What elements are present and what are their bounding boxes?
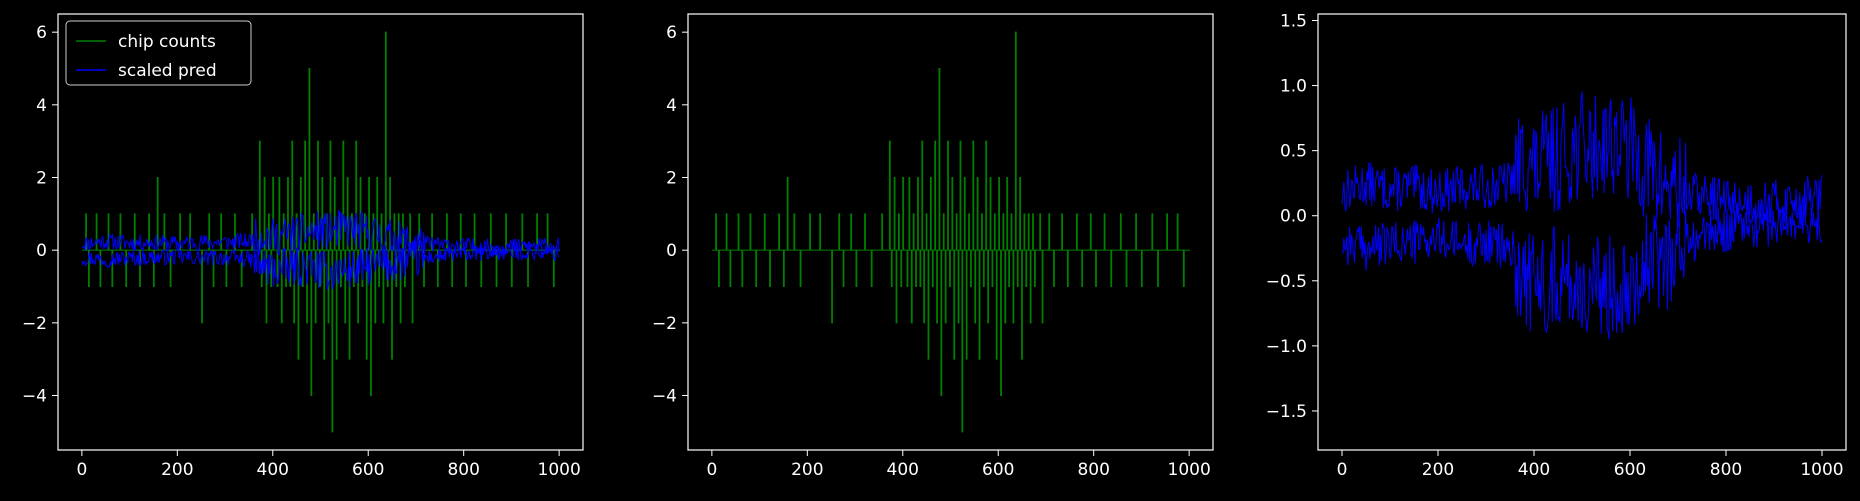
x-tick-label: 400	[887, 460, 919, 480]
x-tick-label: 400	[1518, 460, 1550, 480]
y-tick-label: 1.0	[1280, 77, 1307, 97]
x-tick-label: 0	[1337, 460, 1348, 480]
x-tick-label: 1000	[1800, 460, 1843, 480]
x-tick-label: 600	[1614, 460, 1646, 480]
series-scaled-pred-lower-line	[1341, 203, 1823, 340]
y-tick-label: 1.5	[1280, 12, 1307, 32]
y-tick-label: 6	[36, 23, 47, 43]
x-tick-label: 200	[161, 460, 193, 480]
y-tick-label: −1.0	[1266, 337, 1307, 357]
series-scaled-pred-upper-line	[81, 209, 560, 261]
chart-panel-1: 0 200 400 600 800 1000 −4 −2 0 2 4 6 chip counts scal…	[22, 13, 584, 480]
plot-area	[81, 31, 560, 433]
legend-label-1: scaled pred	[118, 61, 217, 81]
x-tick-label: 200	[791, 460, 823, 480]
axes-frame	[57, 13, 584, 451]
axes-frame	[687, 13, 1214, 451]
y-tick-label: −0.5	[1266, 272, 1307, 292]
series-chip-counts-line	[711, 31, 1190, 433]
y-tick-label: 4	[666, 96, 677, 116]
plot-area	[1341, 91, 1823, 340]
x-tick-label: 1000	[538, 460, 581, 480]
y-tick-label: −4	[652, 387, 677, 407]
x-tick-label: 800	[447, 460, 479, 480]
series-scaled-pred-lower-line	[81, 239, 560, 290]
legend-box	[65, 20, 252, 86]
series-chip-counts-line	[81, 31, 560, 433]
series-scaled-pred-upper-line	[1341, 91, 1823, 228]
plot-area	[711, 31, 1190, 433]
y-tick-label: 4	[36, 96, 47, 116]
chart-panel-3: 0 200 400 600 800 1000 −1.5 −1.0 −0.5 0.0 0.5 1.0 1.…	[1266, 12, 1847, 480]
legend: chip counts scaled pred	[65, 20, 252, 86]
x-tick-label: 200	[1422, 460, 1454, 480]
y-tick-label: −2	[652, 314, 677, 334]
x-tick-label: 400	[257, 460, 289, 480]
y-tick-label: −2	[22, 314, 47, 334]
x-tick-label: 0	[706, 460, 717, 480]
y-tick-label: −4	[22, 387, 47, 407]
y-tick-label: 2	[666, 169, 677, 189]
legend-label-0: chip counts	[118, 32, 216, 52]
y-tick-label: −1.5	[1266, 402, 1307, 422]
y-tick-label: 0.0	[1280, 207, 1307, 227]
y-tick-label: 0.5	[1280, 142, 1307, 162]
x-tick-label: 600	[352, 460, 384, 480]
x-tick-label: 600	[982, 460, 1014, 480]
y-tick-label: 6	[666, 23, 677, 43]
y-tick-label: 0	[36, 241, 47, 261]
y-tick-label: 0	[666, 241, 677, 261]
x-tick-label: 800	[1077, 460, 1109, 480]
x-tick-label: 0	[76, 460, 87, 480]
chart-panel-2: 0 200 400 600 800 1000 −4 −2 0 2 4 6	[652, 13, 1214, 480]
y-tick-label: 2	[36, 169, 47, 189]
x-tick-label: 1000	[1168, 460, 1211, 480]
x-tick-label: 800	[1710, 460, 1742, 480]
axes-frame	[1317, 13, 1847, 451]
